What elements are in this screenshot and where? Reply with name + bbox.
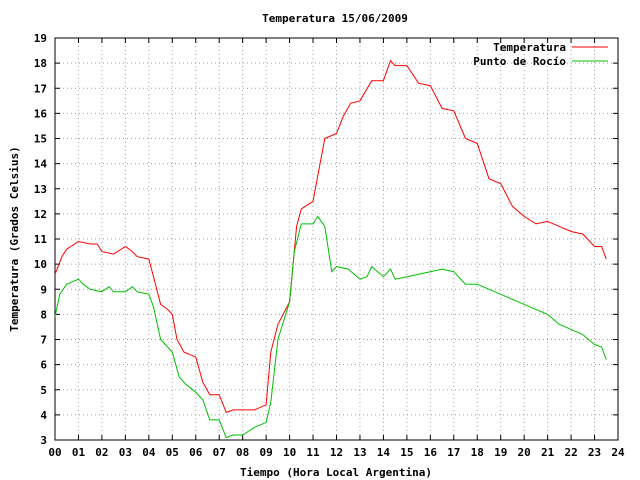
- legend-label: Punto de Rocío: [473, 55, 566, 68]
- y-tick-label: 17: [34, 82, 47, 95]
- x-tick-label: 09: [260, 446, 273, 459]
- x-tick-label: 04: [142, 446, 156, 459]
- series-layer: [54, 59, 607, 439]
- y-tick-label: 12: [34, 208, 47, 221]
- x-tick-label: 23: [588, 446, 601, 459]
- x-tick-label: 06: [189, 446, 203, 459]
- x-tick-label: 20: [518, 446, 531, 459]
- y-tick-label: 16: [34, 107, 48, 120]
- axis-ticks: 3 4 5 6 7 8 9 10 11 12 13 14 15 16 17 18 19 00 01 02 03 04 05 0…: [34, 32, 625, 459]
- x-tick-label: 16: [424, 446, 438, 459]
- x-tick-label: 11: [306, 446, 320, 459]
- y-tick-label: 18: [34, 57, 47, 70]
- x-tick-label: 10: [283, 446, 296, 459]
- x-tick-label: 22: [564, 446, 577, 459]
- y-tick-label: 3: [40, 434, 47, 447]
- y-tick-label: 4: [40, 409, 47, 422]
- chart-title: Temperatura 15/06/2009: [262, 12, 408, 25]
- y-tick-label: 6: [40, 359, 47, 372]
- y-tick-label: 5: [40, 384, 47, 397]
- legend-label: Temperatura: [493, 41, 566, 54]
- x-tick-label: 07: [213, 446, 226, 459]
- y-tick-label: 8: [40, 308, 47, 321]
- x-tick-label: 01: [72, 446, 86, 459]
- x-axis-label: Tiempo (Hora Local Argentina): [240, 466, 432, 479]
- x-tick-label: 24: [611, 446, 625, 459]
- x-tick-label: 21: [541, 446, 555, 459]
- x-tick-label: 14: [377, 446, 391, 459]
- x-tick-label: 12: [330, 446, 343, 459]
- y-tick-label: 13: [34, 183, 47, 196]
- y-tick-label: 11: [34, 233, 48, 246]
- x-tick-label: 13: [353, 446, 366, 459]
- x-tick-label: 00: [48, 446, 61, 459]
- x-tick-label: 17: [447, 446, 460, 459]
- series-line-temperatura: [54, 59, 607, 414]
- x-tick-label: 02: [95, 446, 108, 459]
- y-tick-label: 7: [40, 334, 47, 347]
- x-tick-label: 15: [400, 446, 413, 459]
- series-line-punto-de-rocio: [54, 215, 607, 439]
- y-tick-label: 14: [34, 158, 48, 171]
- grid: [55, 38, 618, 440]
- y-tick-label: 9: [40, 283, 47, 296]
- y-tick-label: 19: [34, 32, 47, 45]
- y-tick-label: 15: [34, 133, 47, 146]
- x-tick-label: 03: [119, 446, 132, 459]
- y-axis-label: Temperatura (Grados Celsius): [8, 146, 21, 331]
- x-tick-label: 05: [166, 446, 179, 459]
- y-tick-label: 10: [34, 258, 47, 271]
- x-tick-label: 08: [236, 446, 249, 459]
- x-tick-label: 19: [494, 446, 507, 459]
- x-tick-label: 18: [471, 446, 484, 459]
